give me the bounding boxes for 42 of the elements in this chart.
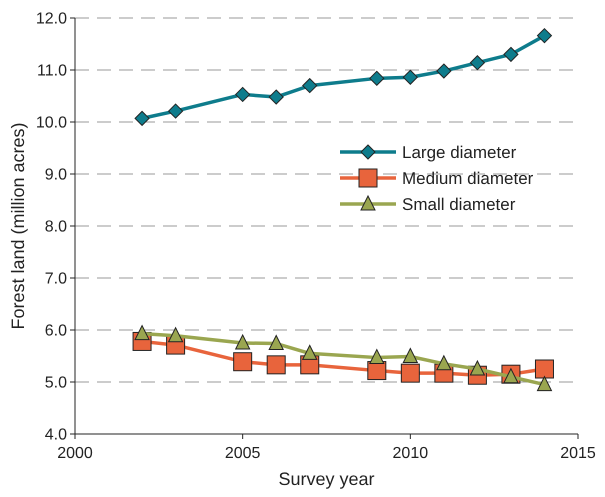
y-tick-label: 8.0 xyxy=(44,218,68,236)
y-tick-label: 4.0 xyxy=(44,426,68,444)
x-tick-label: 2000 xyxy=(57,445,93,462)
y-tick-label: 12.0 xyxy=(36,10,68,28)
y-tick-label: 11.0 xyxy=(37,62,68,80)
point xyxy=(235,334,250,350)
point xyxy=(233,352,252,372)
y-tick-label: 7.0 xyxy=(44,270,68,288)
point xyxy=(534,360,554,378)
point xyxy=(436,64,452,79)
point xyxy=(503,46,518,62)
point xyxy=(536,28,552,44)
point xyxy=(302,344,318,360)
point xyxy=(235,86,250,102)
legend-label: Large diameter xyxy=(402,142,517,162)
point xyxy=(470,55,485,70)
point xyxy=(268,335,284,350)
point xyxy=(168,327,184,342)
point xyxy=(134,325,150,340)
y-tick-label: 9.0 xyxy=(44,166,68,184)
point xyxy=(134,110,150,126)
x-tick-label: 2010 xyxy=(392,445,428,462)
y-tick-label: 6.0 xyxy=(44,322,68,340)
y-tick-label: 10.0 xyxy=(36,114,68,132)
point xyxy=(369,349,384,364)
y-tick-label: 5.0 xyxy=(44,374,68,392)
point xyxy=(168,104,184,119)
point xyxy=(369,70,384,86)
point xyxy=(536,376,552,392)
x-tick-label: 2005 xyxy=(224,445,261,462)
point xyxy=(400,364,420,383)
point xyxy=(302,78,318,94)
point xyxy=(268,90,284,105)
x-tick-label: 2015 xyxy=(560,445,596,462)
point xyxy=(436,355,452,370)
point xyxy=(402,70,418,85)
point xyxy=(266,355,286,374)
legend-label: Small diameter xyxy=(402,194,516,214)
y-axis-title: Forest land (million acres) xyxy=(8,122,28,330)
point xyxy=(402,348,418,364)
legend-label: Medium diameter xyxy=(402,168,534,188)
x-axis-title: Survey year xyxy=(278,469,375,489)
